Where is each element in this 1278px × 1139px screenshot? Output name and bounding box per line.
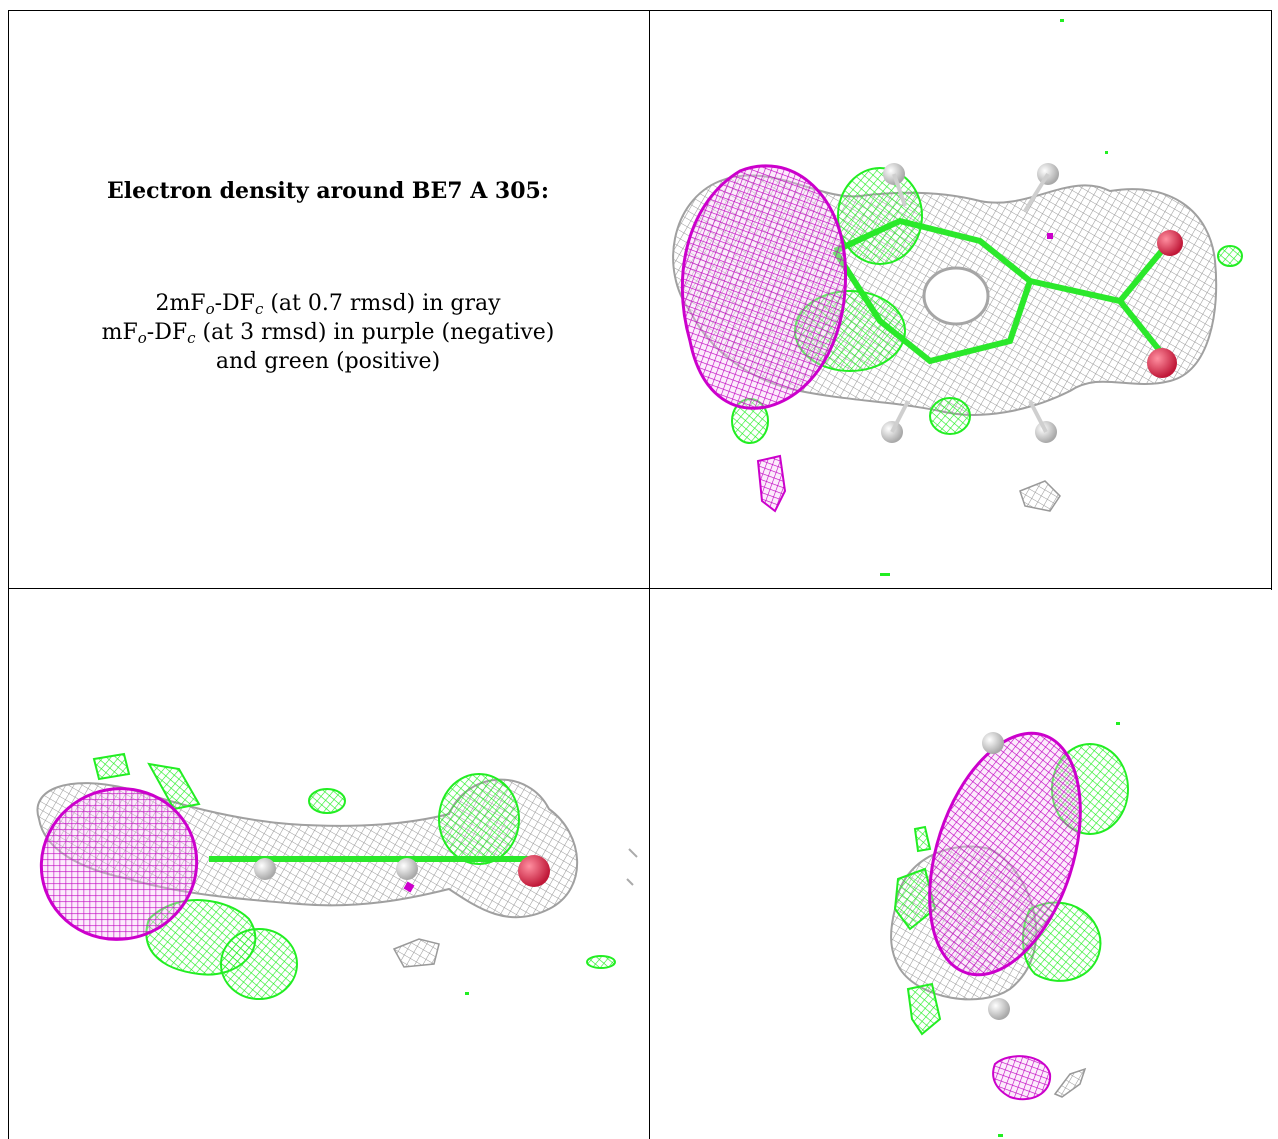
gray-mesh-fragment — [1019, 480, 1061, 512]
positive-blob-1 — [837, 167, 923, 265]
positive-blob-5 — [92, 752, 131, 781]
negative-blob-large — [680, 164, 848, 410]
positive-blob-4 — [308, 788, 346, 814]
positive-blob-6 — [147, 762, 201, 811]
hydrogen-atom-1 — [254, 858, 276, 880]
table-border-left — [8, 10, 9, 1139]
positive-blob-5 — [913, 825, 932, 853]
table-border-right — [1271, 10, 1272, 590]
positive-blob-4 — [906, 982, 942, 1036]
figure-grid: Electron density around BE7 A 305: 2mFo-… — [8, 10, 1272, 1139]
oxygen-atom-2 — [1147, 348, 1177, 378]
speck-2 — [998, 1134, 1003, 1137]
view-top-right — [650, 11, 1271, 588]
speck-1 — [1116, 722, 1120, 725]
speck-1 — [465, 992, 469, 995]
legend-line-green: and green (positive) — [215, 349, 441, 374]
positive-blob-3 — [893, 867, 937, 931]
hydrogen-bonds — [890, 172, 1050, 433]
gray-fragment-edge — [626, 848, 638, 886]
speck-1 — [1060, 19, 1064, 22]
speck-4 — [1047, 233, 1053, 239]
ring-hole — [922, 266, 990, 326]
view-bottom-left — [9, 589, 649, 1139]
gray-mesh-fragment — [1053, 1067, 1087, 1098]
legend-line-purple: mFo-DFc (at 3 rmsd) in purple (negative) — [101, 320, 555, 347]
negative-blob-small — [992, 1055, 1052, 1101]
view-bottom-right — [650, 589, 1272, 1139]
positive-blob-1 — [438, 773, 520, 865]
table-divider-horizontal — [8, 588, 1272, 589]
gray-mesh-fragment — [392, 938, 440, 968]
oxygen-atom-1 — [1157, 230, 1183, 256]
negative-speck — [403, 881, 415, 893]
figure-title: Electron density around BE7 A 305: — [107, 178, 549, 204]
oxygen-atom — [518, 855, 550, 887]
table-divider-vertical — [649, 10, 650, 1139]
legend-text: 2mFo-DFc (at 0.7 rmsd) in gray mFo-DFc (… — [8, 290, 648, 375]
positive-blob-3 — [929, 397, 971, 435]
table-border-top — [8, 10, 1272, 11]
positive-blob-4 — [1217, 245, 1243, 267]
speck-3 — [880, 573, 890, 576]
negative-blob-large — [39, 787, 199, 941]
negative-blob-small — [756, 454, 787, 513]
positive-blob-3 — [220, 928, 298, 1000]
negative-blob-large — [928, 731, 1082, 977]
speck-2 — [1105, 151, 1108, 154]
hydrogen-atom-1 — [982, 732, 1004, 754]
positive-blob-7 — [586, 955, 616, 969]
hydrogen-atom-2 — [396, 858, 418, 880]
caption-cell: Electron density around BE7 A 305: 2mFo-… — [8, 10, 648, 588]
hydrogen-atom-2 — [988, 998, 1010, 1020]
legend-line-gray: 2mFo-DFc (at 0.7 rmsd) in gray — [155, 291, 501, 318]
